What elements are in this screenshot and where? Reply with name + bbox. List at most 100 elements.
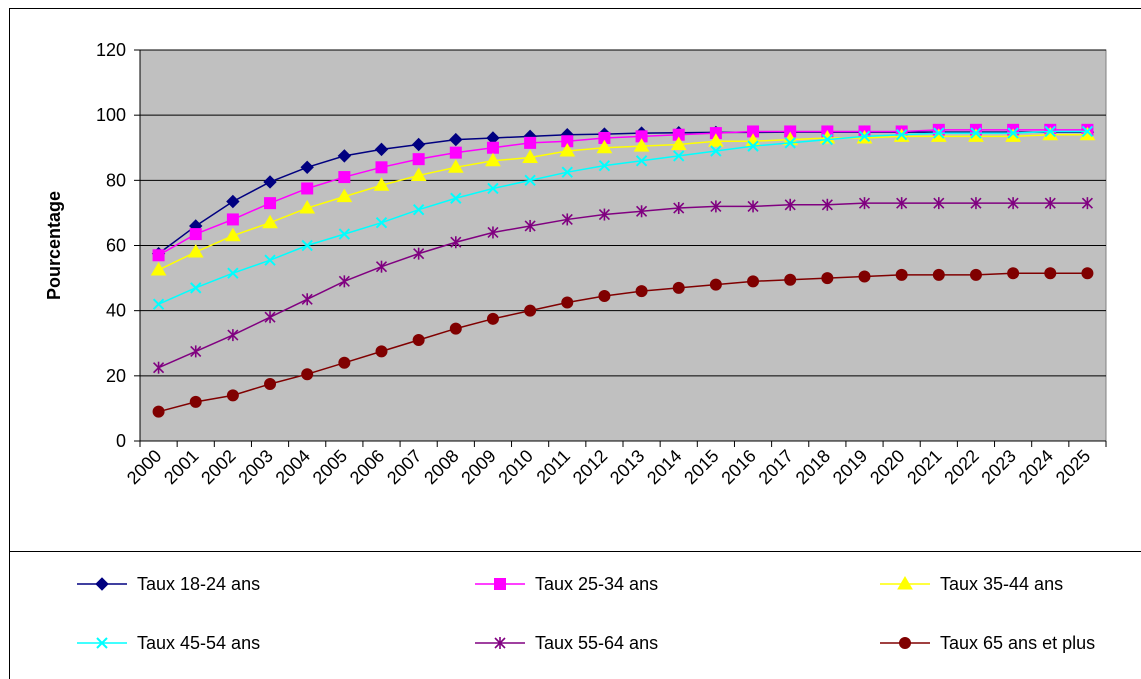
- data-point: [524, 304, 537, 317]
- data-point: [858, 197, 871, 210]
- series: [153, 197, 1093, 374]
- y-tick-label: 40: [106, 301, 126, 321]
- data-point: [190, 282, 202, 294]
- legend-marker: [494, 637, 506, 649]
- x-tick-label: 2012: [569, 446, 611, 488]
- legend-label: Taux 18-24 ans: [137, 574, 260, 594]
- data-point: [673, 150, 685, 162]
- data-point: [190, 345, 202, 358]
- data-point: [264, 197, 277, 210]
- data-point: [226, 194, 240, 209]
- data-point: [262, 214, 278, 229]
- x-tick-label: 2014: [643, 446, 685, 488]
- data-point: [373, 177, 390, 191]
- data-point: [969, 268, 982, 281]
- x-tick-label: 2021: [903, 446, 945, 488]
- data-point: [227, 329, 239, 342]
- legend-item: Taux 35-44 ans: [880, 574, 1063, 594]
- data-point: [598, 290, 611, 303]
- legend-marker: [494, 578, 506, 590]
- data-point: [375, 345, 388, 358]
- data-point: [374, 142, 389, 157]
- data-point: [970, 127, 982, 139]
- chart-frame: [9, 8, 1141, 679]
- data-point: [710, 145, 722, 157]
- legend-item: Taux 55-64 ans: [475, 633, 658, 653]
- data-point: [1044, 197, 1056, 210]
- data-point: [412, 333, 425, 346]
- data-point: [896, 197, 908, 210]
- data-point: [784, 137, 796, 149]
- y-tick-label: 120: [96, 40, 126, 60]
- data-point: [1044, 267, 1057, 280]
- data-point: [375, 260, 388, 273]
- data-point: [411, 137, 426, 152]
- data-point: [337, 149, 352, 163]
- data-point: [932, 268, 945, 281]
- data-point: [338, 356, 351, 369]
- data-point: [263, 175, 277, 189]
- data-point: [189, 228, 202, 241]
- data-point: [226, 389, 239, 402]
- data-point: [710, 200, 722, 213]
- series: [152, 267, 1094, 418]
- data-point: [635, 155, 648, 167]
- y-tick-label: 60: [106, 236, 126, 256]
- series-line: [158, 202, 1088, 369]
- data-point: [709, 278, 722, 291]
- data-point: [933, 127, 945, 139]
- data-point: [1007, 267, 1020, 280]
- y-tick-label: 80: [106, 170, 126, 190]
- data-point: [1081, 125, 1094, 138]
- data-point: [672, 281, 685, 294]
- x-tick-label: 2009: [457, 446, 499, 488]
- data-point: [524, 174, 536, 187]
- series-line: [158, 272, 1088, 413]
- data-point: [450, 192, 462, 204]
- x-tick-label: 2003: [234, 446, 276, 488]
- data-point: [708, 133, 724, 147]
- data-point: [152, 298, 165, 310]
- x-tick-label: 2011: [533, 446, 575, 488]
- data-point: [1081, 267, 1094, 280]
- data-point: [670, 136, 687, 150]
- data-point: [1007, 127, 1019, 139]
- x-tick-label: 2023: [977, 446, 1019, 488]
- data-point: [301, 293, 313, 306]
- data-point: [300, 160, 314, 175]
- y-axis-title: Pourcentage: [44, 191, 64, 300]
- data-point: [449, 322, 462, 335]
- legend-label: Taux 65 ans et plus: [940, 633, 1095, 653]
- data-point: [264, 254, 276, 266]
- data-point: [561, 213, 573, 226]
- x-tick-label: 2022: [940, 446, 982, 488]
- data-point: [821, 198, 833, 211]
- data-point: [375, 216, 388, 229]
- data-point: [821, 133, 834, 146]
- legend-item: Taux 18-24 ans: [77, 574, 260, 594]
- data-point: [152, 249, 165, 262]
- data-point: [413, 247, 425, 260]
- data-point: [784, 198, 796, 211]
- x-tick-label: 2016: [717, 446, 759, 488]
- legend-label: Taux 55-64 ans: [535, 633, 658, 653]
- legend-marker: [96, 637, 108, 649]
- x-tick-label: 2000: [123, 446, 165, 488]
- data-point: [338, 171, 351, 184]
- data-point: [338, 275, 350, 288]
- data-point: [747, 275, 760, 288]
- data-point: [933, 197, 945, 210]
- series-line: [158, 129, 1088, 256]
- data-point: [487, 226, 499, 239]
- x-tick-label: 2025: [1052, 446, 1094, 488]
- data-point: [561, 166, 573, 178]
- x-tick-label: 2006: [346, 446, 388, 488]
- data-point: [524, 136, 537, 149]
- x-tick-label: 2002: [197, 446, 239, 488]
- data-point: [970, 197, 982, 210]
- data-point: [747, 140, 759, 152]
- series: [152, 125, 1094, 310]
- data-point: [1007, 197, 1019, 210]
- data-point: [412, 153, 425, 166]
